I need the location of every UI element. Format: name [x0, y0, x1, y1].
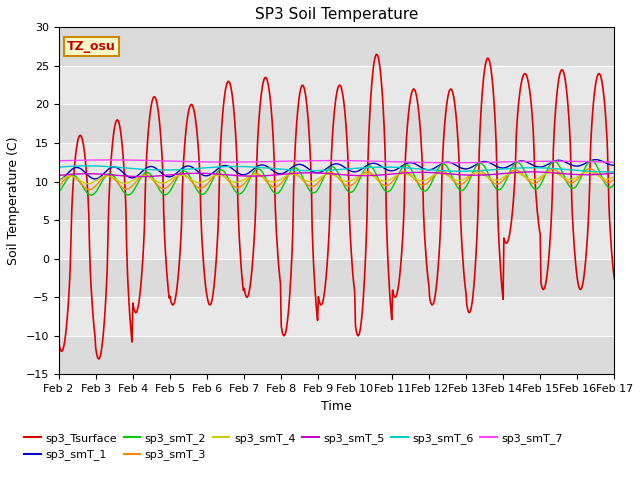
sp3_smT_1 [179, 165, 186, 171]
sp3_Tsurface [123, 243, 131, 249]
Line: sp3_Tsurface: sp3_Tsurface [59, 54, 614, 359]
sp3_smT_4 [209, 173, 216, 179]
sp3_smT_1 [611, 162, 618, 168]
sp3_smT_6 [209, 165, 216, 170]
sp3_smT_1 [65, 169, 72, 175]
Bar [59, 105, 614, 143]
sp3_smT_3 [611, 176, 618, 181]
sp3_smT_6 [421, 167, 429, 172]
sp3_smT_3 [179, 172, 187, 178]
sp3_smT_4 [584, 169, 592, 175]
sp3_smT_6 [83, 163, 91, 169]
sp3_smT_7 [421, 160, 429, 166]
sp3_smT_2 [611, 181, 618, 187]
sp3_smT_7 [405, 159, 413, 165]
sp3_smT_3 [123, 186, 131, 192]
Bar [59, 336, 614, 374]
sp3_smT_7 [106, 157, 114, 163]
sp3_smT_5 [138, 174, 145, 180]
sp3_smT_4 [84, 181, 92, 187]
sp3_smT_1 [420, 166, 428, 172]
sp3_smT_6 [179, 167, 187, 172]
Text: TZ_osu: TZ_osu [67, 40, 116, 53]
sp3_smT_5 [122, 173, 130, 179]
Line: sp3_smT_5: sp3_smT_5 [59, 172, 614, 177]
Title: SP3 Soil Temperature: SP3 Soil Temperature [255, 7, 418, 22]
Line: sp3_smT_6: sp3_smT_6 [59, 166, 614, 172]
sp3_smT_1 [404, 160, 412, 166]
sp3_smT_7 [209, 159, 216, 165]
sp3_smT_7 [179, 158, 187, 164]
sp3_Tsurface [372, 51, 380, 57]
sp3_smT_2 [421, 188, 429, 194]
sp3_smT_4 [421, 177, 429, 183]
Bar [59, 27, 614, 66]
sp3_smT_1 [55, 177, 63, 183]
sp3_smT_7 [65, 157, 72, 163]
sp3_smT_7 [447, 160, 455, 166]
Line: sp3_smT_7: sp3_smT_7 [59, 160, 614, 163]
sp3_smT_1 [592, 157, 600, 163]
sp3_smT_2 [55, 190, 63, 195]
sp3_smT_4 [65, 173, 72, 179]
sp3_smT_5 [55, 172, 63, 178]
sp3_smT_3 [86, 187, 93, 192]
sp3_smT_2 [87, 192, 95, 198]
sp3_Tsurface [611, 276, 618, 282]
sp3_smT_3 [405, 170, 413, 176]
sp3_Tsurface [422, 251, 429, 257]
Y-axis label: Soil Temperature (C): Soil Temperature (C) [7, 137, 20, 265]
sp3_smT_5 [421, 169, 429, 175]
sp3_smT_3 [209, 175, 216, 181]
Legend: sp3_Tsurface, sp3_smT_1, sp3_smT_2, sp3_smT_3, sp3_smT_4, sp3_smT_5, sp3_smT_6, : sp3_Tsurface, sp3_smT_1, sp3_smT_2, sp3_… [20, 429, 568, 465]
sp3_smT_2 [123, 192, 131, 197]
sp3_smT_4 [179, 172, 187, 178]
X-axis label: Time: Time [321, 400, 352, 413]
Line: sp3_smT_3: sp3_smT_3 [59, 169, 614, 190]
sp3_smT_6 [611, 169, 618, 175]
sp3_smT_5 [528, 169, 536, 175]
Line: sp3_smT_2: sp3_smT_2 [59, 161, 614, 195]
sp3_Tsurface [209, 295, 216, 300]
sp3_smT_4 [405, 172, 413, 178]
sp3_smT_7 [611, 159, 618, 165]
sp3_Tsurface [179, 168, 187, 174]
sp3_smT_2 [209, 178, 216, 183]
sp3_smT_3 [421, 181, 429, 187]
sp3_smT_6 [123, 165, 131, 171]
sp3_smT_6 [65, 164, 72, 169]
Bar [59, 181, 614, 220]
sp3_smT_6 [405, 165, 413, 171]
Line: sp3_smT_4: sp3_smT_4 [59, 172, 614, 184]
sp3_smT_5 [209, 171, 216, 177]
sp3_smT_5 [65, 172, 72, 178]
sp3_Tsurface [406, 102, 413, 108]
Line: sp3_smT_1: sp3_smT_1 [59, 160, 614, 180]
sp3_smT_2 [405, 163, 413, 169]
sp3_Tsurface [95, 356, 102, 362]
sp3_smT_2 [65, 175, 72, 180]
sp3_smT_4 [55, 178, 63, 184]
sp3_smT_7 [55, 158, 63, 164]
sp3_smT_5 [405, 170, 413, 176]
sp3_smT_4 [123, 180, 131, 186]
sp3_smT_2 [179, 168, 187, 174]
Bar [59, 259, 614, 297]
sp3_smT_2 [588, 158, 595, 164]
sp3_smT_1 [122, 172, 130, 178]
sp3_smT_3 [65, 174, 72, 180]
sp3_Tsurface [65, 295, 72, 301]
sp3_Tsurface [55, 338, 63, 344]
sp3_smT_1 [208, 171, 216, 177]
sp3_smT_6 [604, 169, 612, 175]
sp3_smT_5 [611, 170, 618, 176]
sp3_smT_3 [55, 183, 63, 189]
sp3_smT_5 [179, 171, 187, 177]
sp3_smT_4 [611, 174, 618, 180]
sp3_smT_6 [55, 164, 63, 170]
sp3_smT_7 [123, 157, 131, 163]
sp3_smT_3 [586, 166, 593, 172]
